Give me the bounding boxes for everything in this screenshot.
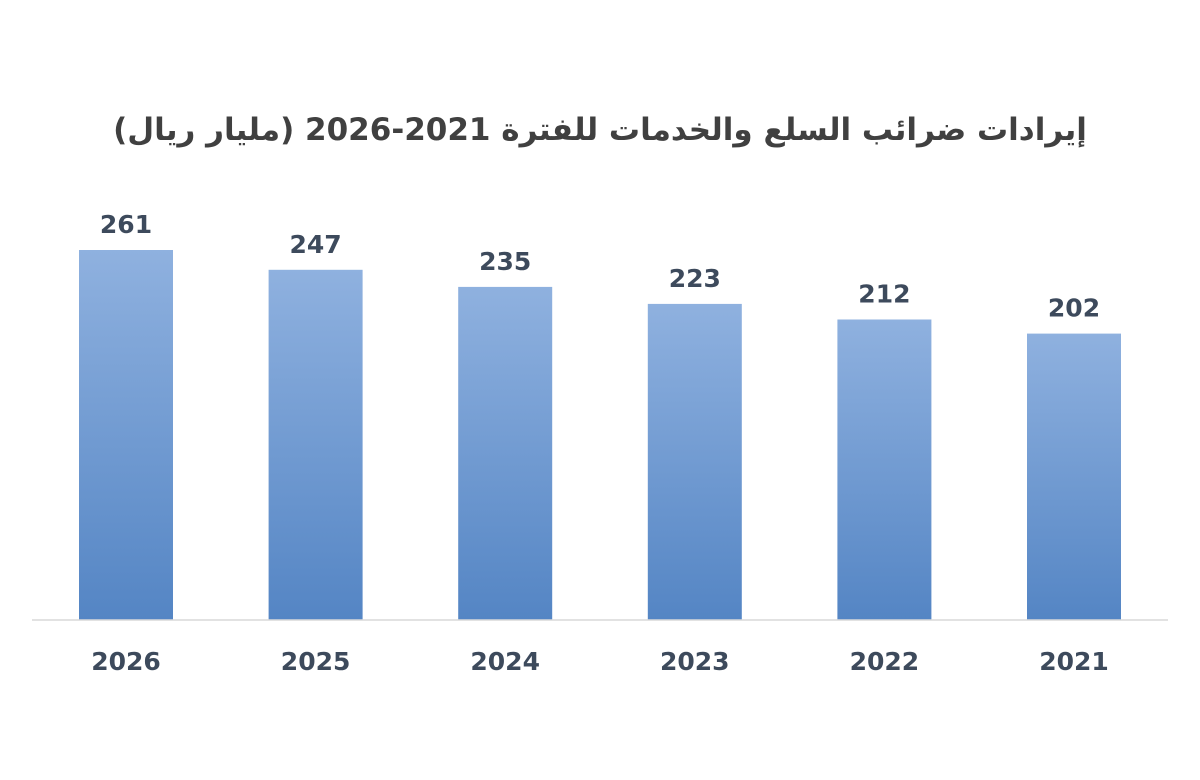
x-tick-label-2025: 2025: [281, 647, 351, 676]
bar-2021: [1027, 333, 1121, 620]
bars-layer: [79, 250, 1121, 620]
x-tick-label-2023: 2023: [660, 647, 730, 676]
bar-2026: [79, 250, 173, 620]
data-label-2026: 261: [100, 210, 152, 239]
bar-2024: [458, 286, 553, 620]
x-tick-label-2021: 2021: [1039, 647, 1109, 676]
data-label-2021: 202: [1048, 294, 1100, 323]
chart-title: إيرادات ضرائب السلع والخدمات للفترة 2021…: [113, 112, 1087, 148]
data-label-2022: 212: [858, 280, 910, 309]
data-label-2023: 223: [669, 264, 721, 293]
bar-2022: [837, 319, 932, 620]
data-label-2025: 247: [290, 230, 342, 259]
x-tick-label-2022: 2022: [850, 647, 920, 676]
bar-2025: [268, 269, 363, 620]
data-label-2024: 235: [479, 247, 531, 276]
bar-2023: [647, 303, 742, 620]
labels-layer: 261 2026 247 2025 235 2024 223 2023 212 2022 202 20…: [91, 210, 1109, 676]
x-tick-label-2026: 2026: [91, 647, 161, 676]
x-tick-label-2024: 2024: [470, 647, 540, 676]
